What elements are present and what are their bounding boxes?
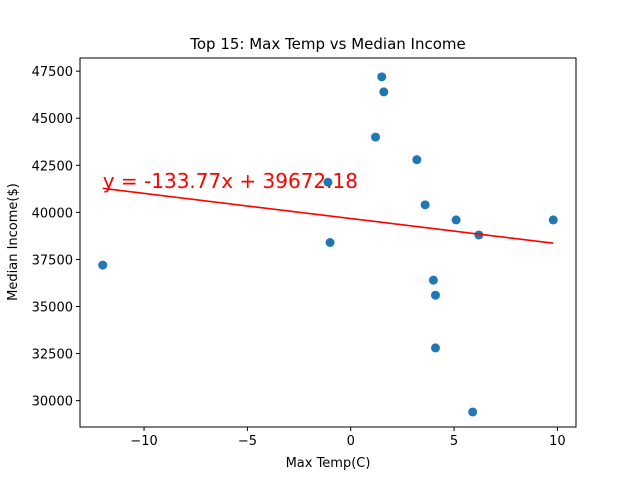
data-point [430, 290, 440, 300]
regression-line [102, 187, 554, 245]
data-point [325, 238, 335, 247]
data-point [451, 215, 461, 225]
x-tick-label: 10 [549, 434, 566, 449]
data-point [98, 260, 108, 270]
y-tick-label: 37500 [32, 253, 73, 268]
y-tick-label: 35000 [32, 301, 73, 316]
y-axis-label: Median Income($) [6, 183, 21, 301]
data-point [430, 343, 440, 353]
data-point [371, 132, 381, 142]
chart-title: Top 15: Max Temp vs Median Income [189, 35, 466, 53]
y-tick-label: 42500 [32, 159, 73, 174]
regression-equation: y = -133.77x + 39672.18 [103, 169, 358, 193]
data-point [420, 200, 430, 210]
plot-area: −10 −5 0 5 10 30000 32500 35000 37500 40000 42500 4… [32, 57, 577, 449]
axes-frame [79, 57, 577, 428]
y-tick-label: 47500 [32, 65, 73, 80]
x-tick-label: 0 [347, 434, 355, 449]
data-point [323, 177, 333, 187]
data-point [548, 215, 558, 225]
y-tick-label: 32500 [32, 348, 73, 363]
data-point [379, 87, 389, 97]
x-tick-label: 5 [450, 434, 458, 449]
y-tick-label: 45000 [32, 112, 73, 127]
data-point [428, 275, 438, 285]
data-point [377, 72, 387, 82]
x-axis-label: Max Temp(C) [286, 456, 371, 471]
data-point [468, 407, 478, 417]
x-tick-label: −5 [238, 434, 257, 449]
y-tick-label: 40000 [32, 206, 73, 221]
data-point [412, 155, 422, 165]
x-tick-label: −10 [130, 434, 157, 449]
y-tick-label: 30000 [32, 395, 73, 410]
